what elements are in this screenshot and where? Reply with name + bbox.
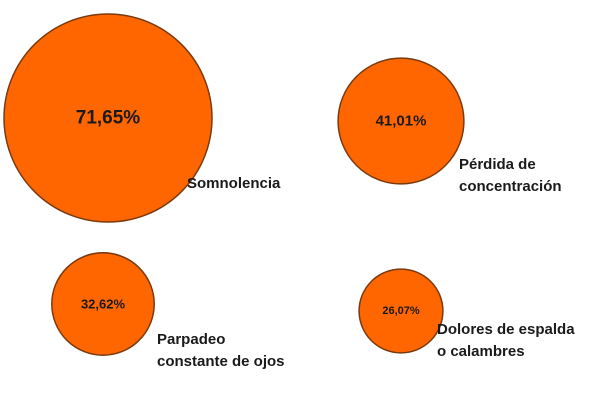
bubble-value-perdida-de-concentracion: 41,01%: [376, 113, 427, 130]
bubble-label-line: Parpadeo: [157, 331, 225, 348]
bubble-value-parpadeo-constante-de-ojos: 32,62%: [81, 297, 126, 312]
bubble-label-somnolencia: Somnolencia: [187, 175, 281, 192]
bubble-label-parpadeo-constante-de-ojos: Parpadeo constante de ojos: [157, 331, 285, 370]
bubble-label-line: o calambres: [437, 343, 525, 360]
bubble-label-perdida-de-concentracion: Pérdida de concentración: [459, 156, 562, 195]
bubble-perdida-de-concentracion: [337, 57, 465, 185]
bubble-value-somnolencia: 71,65%: [76, 108, 141, 129]
bubble-label-line: Dolores de espalda: [437, 321, 575, 338]
bubble-value-dolores-de-espalda-o-calambres: 26,07%: [382, 305, 420, 317]
bubble-label-dolores-de-espalda-o-calambres: Dolores de espalda o calambres: [437, 321, 575, 360]
bubble-parpadeo-constante-de-ojos: [51, 252, 155, 356]
bubble-dolores-de-espalda-o-calambres: [358, 268, 444, 354]
bubble-label-line: constante de ojos: [157, 353, 285, 370]
bubble-somnolencia: [3, 13, 213, 223]
bubble-label-line: Somnolencia: [187, 175, 281, 192]
bubble-label-line: concentración: [459, 178, 562, 195]
bubble-label-line: Pérdida de: [459, 156, 536, 173]
